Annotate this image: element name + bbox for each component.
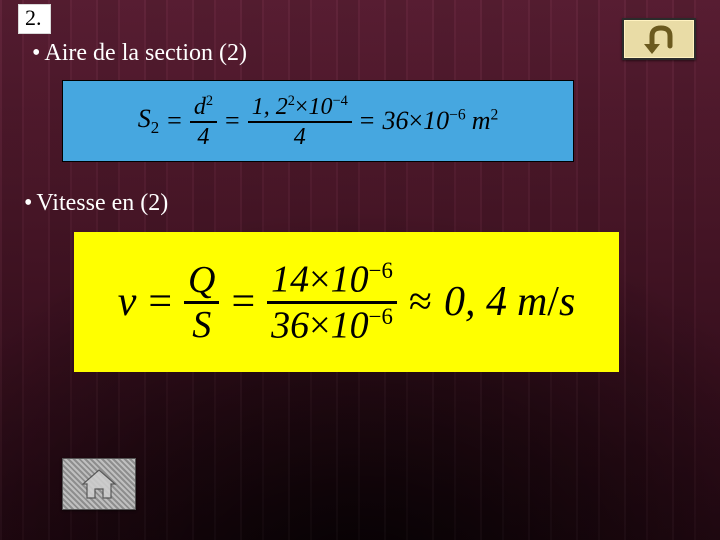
eq1-unit: m <box>472 106 491 135</box>
eq2-f1-den: S <box>188 306 215 344</box>
back-button[interactable] <box>622 18 696 60</box>
fraction-bar-icon <box>190 121 217 123</box>
times-icon: × <box>309 304 330 346</box>
eq1-f2-num-sup-b: −4 <box>332 93 347 109</box>
eq1-f2-num-a: 1, 2 <box>252 94 288 120</box>
times-icon: × <box>309 259 330 301</box>
eq1-lhs-var: S <box>138 104 151 133</box>
eq2-f2-num-b: 10 <box>331 259 369 301</box>
eq2-f2-den-b-sup: −6 <box>369 304 393 329</box>
eq1-f2-num-sup-a: 2 <box>288 93 295 109</box>
eq1-rhs-b-sup: −6 <box>449 106 466 123</box>
eq2-f2-den-b: 10 <box>331 304 369 346</box>
bullet-speed-text: Vitesse en (2) <box>36 190 168 216</box>
bullet-speed: •Vitesse en (2) <box>24 190 168 217</box>
times-icon: × <box>408 106 423 135</box>
slide-number: 2. <box>18 4 51 34</box>
eq2-unit-s: s <box>559 279 575 325</box>
home-button[interactable] <box>62 458 136 510</box>
eq1-frac1: d2 4 <box>190 94 217 149</box>
eq2-f2-num-b-sup: −6 <box>369 258 393 283</box>
equals-icon: = <box>358 106 377 136</box>
eq2-lhs-var: v <box>118 278 137 326</box>
eq1-unit-sup: 2 <box>490 106 498 123</box>
bullet-area-text: Aire de la section (2) <box>44 40 247 66</box>
eq1-f1-num-sup: 2 <box>206 93 213 109</box>
eq1-rhs-a: 36 <box>382 106 408 135</box>
equation-speed: v = Q S = 14×10−6 36×10−6 ≈ 0, 4 m/s <box>108 260 586 344</box>
eq1-frac2: 1, 22×10−4 4 <box>248 94 352 149</box>
equation-speed-box: v = Q S = 14×10−6 36×10−6 ≈ 0, 4 m/s <box>74 232 619 372</box>
eq1-lhs-sub: 2 <box>151 118 159 137</box>
equals-icon: = <box>146 278 174 326</box>
eq2-unit-slash: / <box>547 279 559 325</box>
eq2-rhs-val: 0, 4 <box>444 278 507 326</box>
eq2-frac1: Q S <box>184 261 219 344</box>
eq2-f2-num-a: 14 <box>271 259 309 301</box>
slide: 2. •Aire de la section (2) S2 = d2 4 = 1… <box>0 0 720 540</box>
equation-area-box: S2 = d2 4 = 1, 22×10−4 4 = 36×10−6 m2 <box>62 80 574 162</box>
bullet-dot-icon: • <box>32 40 40 66</box>
eq2-f1-num: Q <box>184 261 219 299</box>
eq2-frac2: 14×10−6 36×10−6 <box>267 260 397 344</box>
approx-icon: ≈ <box>407 278 434 326</box>
equals-icon: = <box>223 106 242 136</box>
equation-area: S2 = d2 4 = 1, 22×10−4 4 = 36×10−6 m2 <box>130 94 507 149</box>
times-icon: × <box>295 94 309 120</box>
eq1-f1-num-var: d <box>194 94 206 120</box>
eq1-f2-num-b: 10 <box>308 94 332 120</box>
bullet-area: •Aire de la section (2) <box>32 40 247 67</box>
home-icon <box>79 467 119 501</box>
u-turn-icon <box>636 24 682 54</box>
eq1-f1-den: 4 <box>193 125 213 149</box>
eq2-f2-den-a: 36 <box>271 304 309 346</box>
equals-icon: = <box>165 106 184 136</box>
eq1-rhs-b: 10 <box>423 106 449 135</box>
eq1-f2-den: 4 <box>290 125 310 149</box>
bullet-dot-icon: • <box>24 190 32 216</box>
equals-icon: = <box>229 278 257 326</box>
fraction-bar-icon <box>248 121 352 123</box>
eq2-unit-m: m <box>517 279 547 325</box>
